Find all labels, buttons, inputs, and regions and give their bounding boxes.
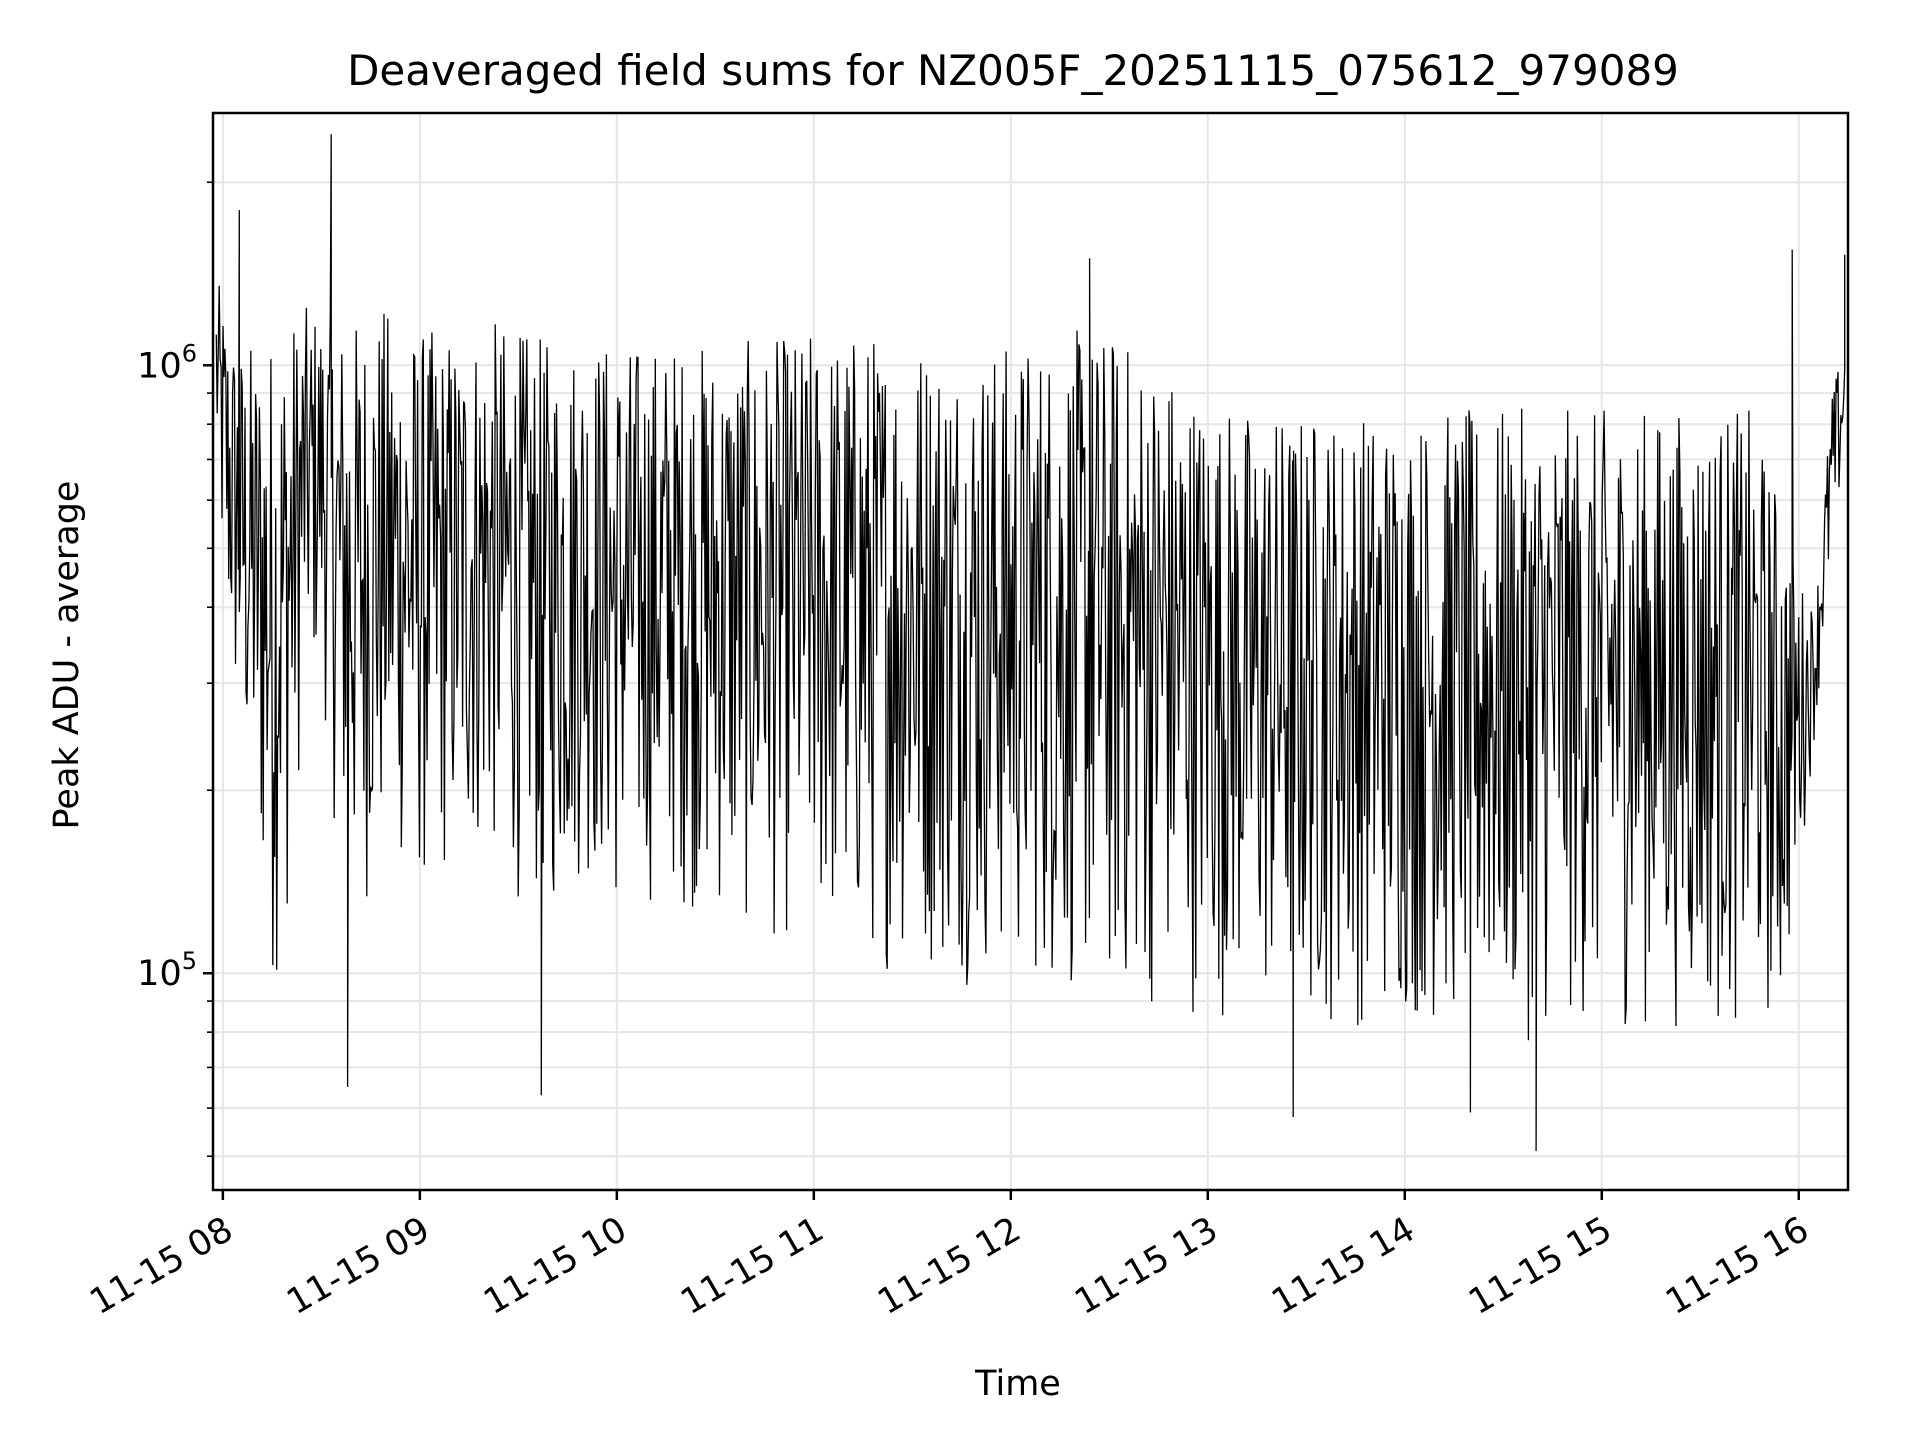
y-tick-exponent: 5	[182, 947, 197, 975]
y-tick-base: 10	[137, 346, 182, 386]
x-axis-ticks: 11-15 08 11-15 09 11-15 10 11-15 11 11-15 12…	[83, 1190, 1816, 1323]
series-line	[215, 134, 1846, 1152]
y-axis-label: Peak ADU - average	[47, 481, 87, 830]
y-tick-base: 10	[137, 954, 182, 994]
x-tick-label: 11-15 13	[1068, 1210, 1224, 1323]
y-tick-label: 106	[137, 339, 197, 386]
data-series	[215, 134, 1846, 1152]
x-axis-label: Time	[974, 1364, 1061, 1404]
x-tick-label: 11-15 12	[871, 1210, 1027, 1323]
x-tick-label: 11-15 10	[477, 1210, 633, 1323]
y-tick-exponent: 6	[182, 339, 197, 367]
plot-frame	[211, 111, 1850, 1192]
x-tick-label: 11-15 15	[1462, 1210, 1618, 1323]
x-tick-label: 11-15 11	[674, 1210, 830, 1323]
x-tick-label: 11-15 08	[83, 1210, 239, 1323]
x-tick-label: 11-15 09	[280, 1210, 436, 1323]
chart-title: Deaveraged field sums for NZ005F_2025111…	[347, 46, 1679, 95]
y-tick-label: 105	[137, 947, 197, 994]
x-tick-label: 11-15 16	[1659, 1210, 1815, 1323]
x-tick-label: 11-15 14	[1265, 1210, 1421, 1323]
